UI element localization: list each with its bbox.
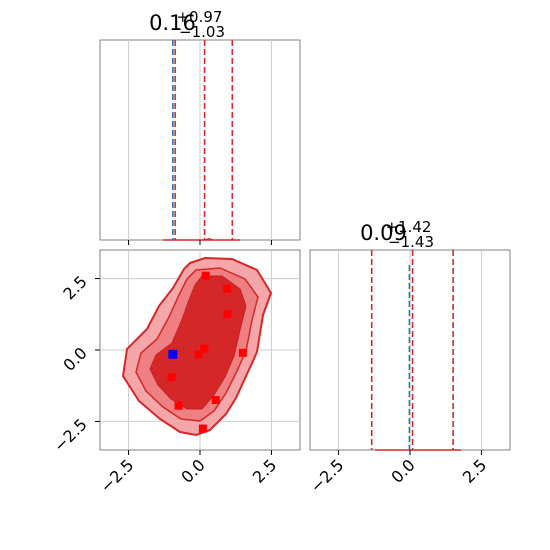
joint-highlight-marker bbox=[168, 349, 178, 359]
joint-marker-6 bbox=[167, 373, 176, 382]
joint-xtick-label-0: −2.5 bbox=[96, 455, 137, 496]
hist-x-lines bbox=[163, 40, 240, 241]
joint-marker-9 bbox=[198, 424, 207, 433]
joint-marker-7 bbox=[174, 401, 183, 410]
joint-density bbox=[121, 256, 273, 437]
hist-x-title-sup: +0.97 bbox=[176, 8, 222, 26]
hist-x-title-main: 0.16 bbox=[149, 11, 196, 35]
hist-y-title-sub: −1.43 bbox=[388, 233, 434, 251]
hist-y-title-main: 0.09 bbox=[360, 221, 407, 245]
hist-y-ticks: −2.5 0.0 2.5 bbox=[306, 450, 490, 496]
joint-marker-0 bbox=[201, 271, 210, 280]
hist-y-tick-label-1: 0.0 bbox=[387, 455, 418, 486]
hist-y-title: 0.09 +1.42 −1.43 bbox=[360, 217, 436, 251]
hist-x-panel: 0.16 +0.97 −1.03 bbox=[99, 7, 301, 245]
hist-y-tick-label-0: −2.5 bbox=[306, 455, 347, 496]
joint-xtick-label-2: 2.5 bbox=[249, 455, 280, 486]
hist-x-ticks bbox=[128, 240, 272, 245]
hist-x-title-sub: −1.03 bbox=[179, 23, 225, 41]
hist-y-tick-label-2: 2.5 bbox=[459, 455, 490, 486]
hist-y-title-sup: +1.42 bbox=[385, 218, 431, 236]
joint-ytick-label-1: 0.0 bbox=[59, 343, 90, 374]
joint-ytick-label-0: 2.5 bbox=[59, 272, 90, 303]
hist-y-lines bbox=[370, 250, 461, 451]
hist-x-title: 0.16 +0.97 −1.03 bbox=[149, 7, 227, 41]
joint-marker-8 bbox=[211, 396, 220, 404]
joint-marker-3 bbox=[200, 344, 209, 353]
hist-y-panel: −2.5 0.0 2.5 0.09 +1.42 −1.43 bbox=[306, 217, 511, 496]
joint-marker-2 bbox=[223, 310, 232, 319]
joint-panel: −2.5 0.0 2.5 2.5 0.0 −2.5 bbox=[50, 249, 301, 496]
joint-points bbox=[167, 271, 247, 433]
hist-x-bump bbox=[204, 237, 214, 241]
joint-marker-5 bbox=[238, 348, 247, 357]
joint-marker-4 bbox=[194, 350, 203, 359]
joint-xtick-label-1: 0.0 bbox=[177, 455, 208, 486]
hist-x-grid bbox=[128, 40, 272, 240]
joint-marker-1 bbox=[223, 284, 232, 293]
joint-ytick-label-2: −2.5 bbox=[50, 415, 91, 456]
